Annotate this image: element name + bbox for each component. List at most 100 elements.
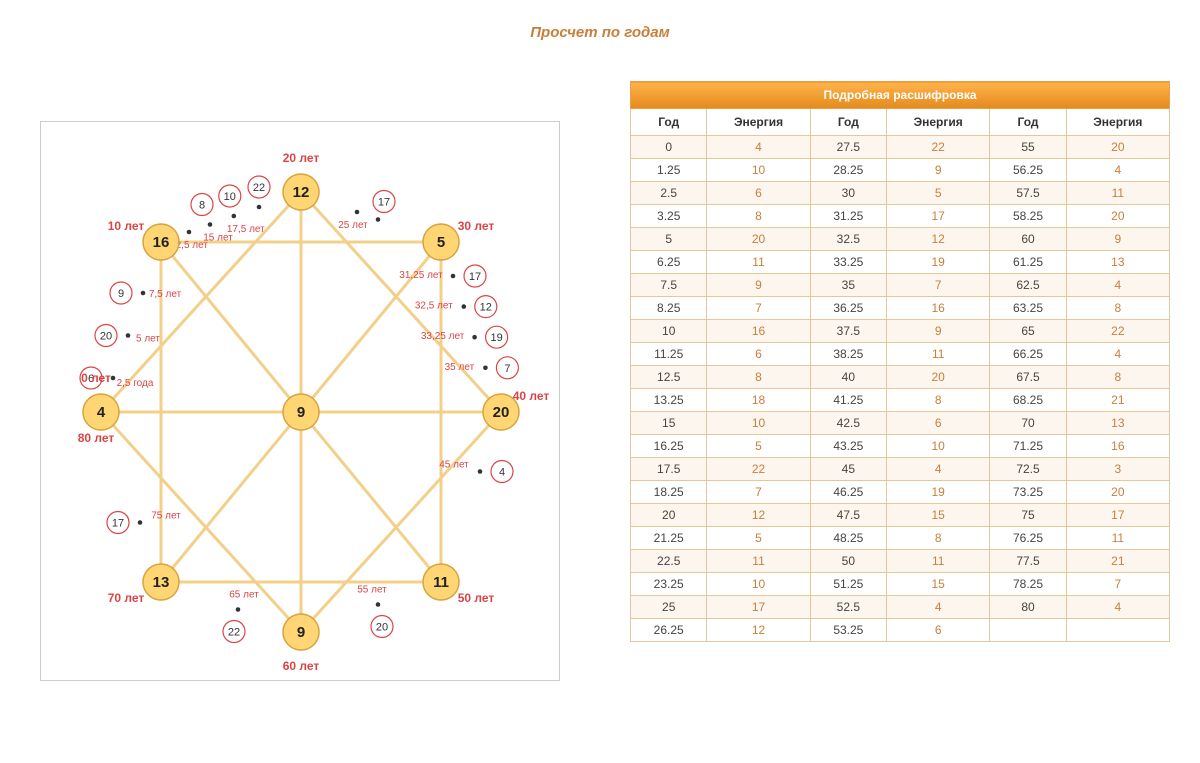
main-node-value: 12: [293, 184, 310, 201]
energy-cell: 5: [887, 182, 990, 205]
year-cell: 52.5: [810, 596, 886, 619]
edge-year-label: 17,5 лет: [227, 224, 265, 235]
table-row: 17.52245472.53: [631, 458, 1170, 481]
value-circle-text: 22: [253, 182, 265, 194]
value-circle-text: 9: [118, 288, 124, 300]
year-cell: 62.5: [990, 274, 1066, 297]
year-cell: 13.25: [631, 389, 707, 412]
main-node-value: 11: [433, 574, 449, 591]
table-row: 12.58402067.58: [631, 366, 1170, 389]
table-row: 201247.5157517: [631, 504, 1170, 527]
energy-cell: 22: [887, 136, 990, 159]
year-cell: 12.5: [631, 366, 707, 389]
table-row: 26.251253.256: [631, 619, 1170, 642]
year-cell: 7.5: [631, 274, 707, 297]
energy-cell: 20: [1066, 481, 1169, 504]
year-cell: 28.25: [810, 159, 886, 182]
table-row: 21.25548.25876.2511: [631, 527, 1170, 550]
edge-dot: [355, 210, 360, 215]
year-cell: 16.25: [631, 435, 707, 458]
energy-cell: 10: [707, 573, 810, 596]
outer-year-label: 60 лет: [283, 659, 320, 673]
year-cell: 10: [631, 320, 707, 343]
year-cell: 77.5: [990, 550, 1066, 573]
energy-cell: 6: [707, 182, 810, 205]
table-row: 251752.54804: [631, 596, 1170, 619]
year-cell: 78.25: [990, 573, 1066, 596]
year-cell: 23.25: [631, 573, 707, 596]
energy-cell: 4: [1066, 274, 1169, 297]
table-row: 101637.596522: [631, 320, 1170, 343]
edge-dot: [462, 304, 467, 309]
edge-dot: [111, 376, 116, 381]
year-cell: 26.25: [631, 619, 707, 642]
main-node-value: 4: [97, 404, 106, 421]
table-row: 18.25746.251973.2520: [631, 481, 1170, 504]
energy-cell: 4: [1066, 159, 1169, 182]
energy-cell: 11: [707, 251, 810, 274]
year-cell: 8.25: [631, 297, 707, 320]
year-cell: 3.25: [631, 205, 707, 228]
energy-cell: 20: [1066, 205, 1169, 228]
year-cell: 58.25: [990, 205, 1066, 228]
year-cell: 67.5: [990, 366, 1066, 389]
energy-cell: 6: [707, 343, 810, 366]
energy-cell: 20: [887, 366, 990, 389]
value-circle-text: 17: [469, 271, 481, 283]
value-circle-text: 7: [504, 363, 510, 375]
energy-cell: 11: [1066, 527, 1169, 550]
value-circle-text: 10: [224, 191, 236, 203]
energy-cell: 22: [1066, 320, 1169, 343]
table-row: 8.25736.251663.258: [631, 297, 1170, 320]
main-node-value: 20: [493, 404, 510, 421]
year-cell: 72.5: [990, 458, 1066, 481]
energy-cell: 4: [1066, 596, 1169, 619]
year-cell: 80: [990, 596, 1066, 619]
table-row: 1.251028.25956.254: [631, 159, 1170, 182]
year-cell: 17.5: [631, 458, 707, 481]
outer-year-label: 70 лет: [108, 591, 145, 605]
value-circle-text: 4: [499, 467, 505, 479]
energy-cell: 5: [707, 435, 810, 458]
energy-cell: 11: [1066, 182, 1169, 205]
edge-dot: [483, 366, 488, 371]
edge-dot: [376, 602, 381, 607]
energy-cell: 19: [887, 481, 990, 504]
table-header-cell: Год: [631, 109, 707, 136]
energy-cell: 17: [1066, 504, 1169, 527]
outer-year-label: 40 лет: [513, 389, 550, 403]
year-cell: 37.5: [810, 320, 886, 343]
year-cell: 57.5: [990, 182, 1066, 205]
energy-cell: 9: [887, 320, 990, 343]
year-cell: 5: [631, 228, 707, 251]
energy-cell: 11: [887, 550, 990, 573]
energy-cell: 8: [707, 366, 810, 389]
year-cell: 41.25: [810, 389, 886, 412]
edge-year-label: 2,5 года: [117, 378, 154, 389]
outer-year-label: 80 лет: [78, 431, 115, 445]
energy-cell: 10: [707, 412, 810, 435]
value-circle-text: 20: [100, 331, 112, 343]
edge-year-label: 35 лет: [445, 362, 475, 373]
edge-year-label: 75 лет: [151, 511, 181, 522]
edge-dot: [451, 274, 456, 279]
year-cell: 50: [810, 550, 886, 573]
year-cell: 60: [990, 228, 1066, 251]
table-header-cell: Год: [810, 109, 886, 136]
year-cell: 48.25: [810, 527, 886, 550]
energy-cell: 5: [707, 527, 810, 550]
main-node-value: 9: [297, 624, 305, 641]
edge-dot: [236, 607, 241, 612]
energy-cell: 9: [707, 274, 810, 297]
page-title: Просчет по годам: [0, 0, 1200, 41]
year-cell: 38.25: [810, 343, 886, 366]
energy-cell: 7: [707, 481, 810, 504]
main-node-value: 13: [153, 574, 170, 591]
main-node-value: 9: [297, 404, 305, 421]
edge-dot: [257, 205, 262, 210]
year-cell: 73.25: [990, 481, 1066, 504]
edge-year-label: 7,5 лет: [149, 289, 182, 300]
main-node-value: 5: [437, 234, 445, 251]
year-cell: 33.25: [810, 251, 886, 274]
edge-dot: [232, 214, 237, 219]
